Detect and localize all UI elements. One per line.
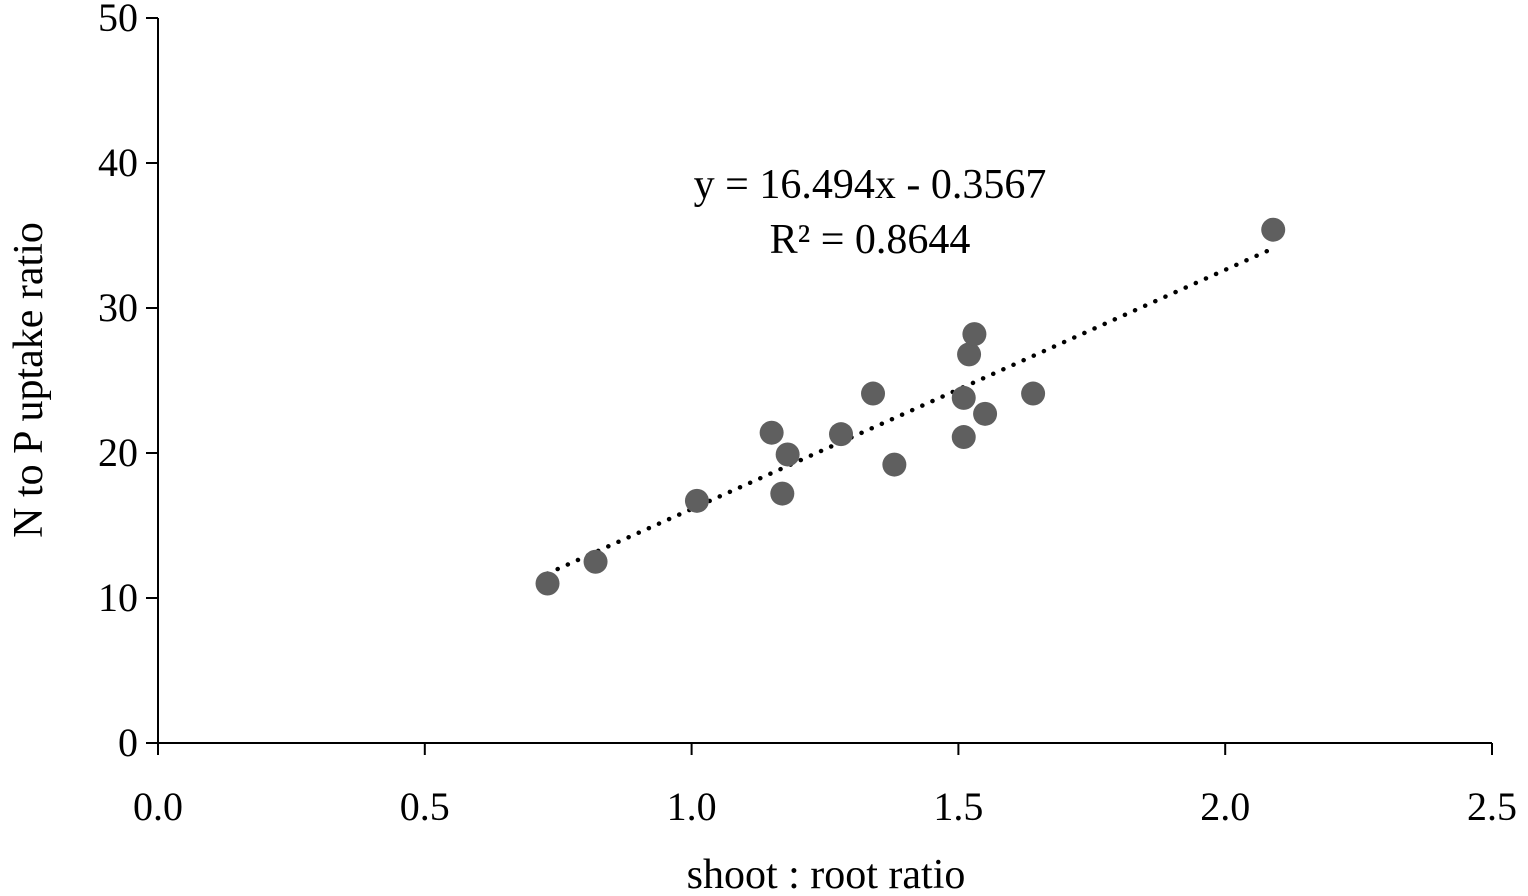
y-tick-label: 20 — [98, 430, 138, 475]
y-tick-label: 50 — [98, 0, 138, 40]
data-point — [951, 425, 976, 450]
x-tick-label: 0.0 — [133, 784, 183, 829]
data-point — [957, 342, 982, 367]
data-point — [1021, 381, 1046, 406]
x-tick-label: 2.5 — [1467, 784, 1517, 829]
x-axis-title: shoot : root ratio — [687, 852, 966, 896]
data-point — [583, 549, 608, 574]
y-tick-label: 0 — [118, 720, 138, 765]
y-tick-label: 30 — [98, 285, 138, 330]
data-point — [759, 420, 784, 445]
x-tick-label: 0.5 — [400, 784, 450, 829]
equation-label: y = 16.494x - 0.3567 — [694, 162, 1047, 208]
data-points — [535, 217, 1286, 596]
y-axis-title: N to P uptake ratio — [6, 222, 52, 538]
data-point — [1261, 217, 1286, 242]
r-squared-label: R² = 0.8644 — [770, 217, 971, 263]
data-point — [861, 381, 886, 406]
data-point — [770, 481, 795, 506]
y-tick-label: 10 — [98, 575, 138, 620]
data-point — [973, 401, 998, 426]
trendline — [545, 246, 1276, 576]
y-tick-label: 40 — [98, 140, 138, 185]
data-point — [951, 385, 976, 410]
data-point — [829, 422, 854, 447]
x-tick-label: 1.5 — [933, 784, 983, 829]
axes — [157, 18, 1492, 744]
y-ticks: 0 10 20 30 40 50 — [98, 0, 158, 765]
data-point — [882, 452, 907, 477]
data-point — [684, 488, 709, 513]
x-ticks: 0.0 0.5 1.0 1.5 2.0 2.5 — [133, 743, 1517, 829]
data-point — [962, 322, 987, 347]
x-tick-label: 2.0 — [1200, 784, 1250, 829]
data-point — [535, 571, 560, 596]
data-point — [775, 442, 800, 467]
x-tick-label: 1.0 — [667, 784, 717, 829]
trendline-group — [545, 246, 1276, 576]
